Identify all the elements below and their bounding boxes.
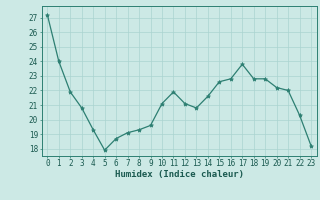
X-axis label: Humidex (Indice chaleur): Humidex (Indice chaleur) bbox=[115, 170, 244, 179]
